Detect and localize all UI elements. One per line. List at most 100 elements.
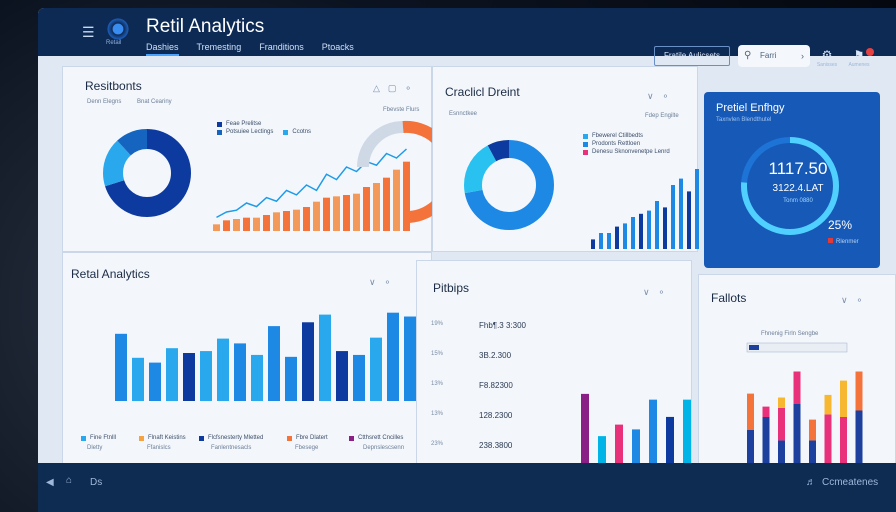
subtitle-b: Bnat Ceariny — [137, 99, 172, 105]
bar — [581, 393, 589, 463]
legend-label: Ccotns — [292, 129, 312, 135]
legend-item: Feae Prelitse — [217, 121, 261, 127]
panel-title: Resitbonts — [85, 79, 142, 93]
legend-sub: Fbesege — [295, 445, 319, 451]
bar — [302, 322, 314, 401]
bar — [607, 233, 611, 249]
top-bar: ☰ Retail Retil Analytics Dashies Tremest… — [38, 8, 896, 68]
row-value: 238.3800 — [479, 441, 513, 450]
nav-tab-ptoacks[interactable]: Ptoacks — [321, 42, 354, 52]
right-label: Fbevste Flurs — [383, 107, 420, 113]
settings-tool[interactable]: ⚙ Sanisses — [812, 48, 842, 68]
stack-segment — [747, 430, 754, 469]
bar — [666, 416, 674, 463]
stack-segment — [840, 380, 847, 417]
panel-title: Fallots — [711, 291, 747, 305]
legend-item: Denesu Sknonvenetpe Lenrd — [583, 149, 670, 155]
kpi-percent-label: Rlenmer — [828, 238, 859, 245]
kpi-value-main: 1117.50 — [768, 159, 828, 178]
row-value: 3B.2.300 — [479, 351, 512, 360]
settings-label: Sanisses — [816, 62, 838, 68]
bar — [639, 213, 643, 249]
app-window: ☰ Retail Retil Analytics Dashies Tremest… — [38, 8, 896, 512]
panel-actions[interactable]: △▢⚬ — [373, 83, 420, 93]
panel-title: Craclicl Dreint — [445, 85, 520, 99]
pitbips-chart — [581, 393, 691, 463]
bar — [370, 337, 382, 401]
stack-segment — [840, 417, 847, 469]
row-percent: 15% — [431, 351, 444, 357]
legend-label: Ctthsrett Cncilles — [358, 435, 404, 441]
legend-item: Fine Ftnlll — [81, 435, 116, 441]
stack-segment — [855, 410, 863, 469]
donut-slice — [103, 129, 191, 217]
main-nav: Dashies Tremesting Franditions Ptoacks — [146, 42, 354, 56]
panel-title: Pitbips — [433, 281, 470, 295]
search-icon: ⚲ — [744, 50, 752, 61]
bar — [293, 209, 300, 231]
bar — [663, 207, 667, 249]
bar — [166, 348, 178, 401]
footer-right-label: Ccmeatenes — [822, 477, 879, 488]
kpi-card[interactable]: Pretiel Enfhgy Taxnvlen Blendthutel 1117… — [704, 92, 880, 268]
bar — [233, 219, 240, 231]
bar — [333, 196, 340, 231]
row-percent: 19% — [431, 321, 444, 327]
bar — [404, 316, 416, 401]
bar — [323, 197, 330, 231]
search-box[interactable]: ⚲ Farri › — [738, 45, 810, 67]
bar — [223, 220, 230, 231]
home-icon[interactable]: ⌂ — [66, 475, 73, 486]
bar — [599, 233, 603, 249]
menu-icon[interactable]: ☰ — [82, 24, 95, 40]
bar — [132, 357, 144, 401]
profile-button[interactable]: Fratile Aulicsets — [654, 46, 730, 66]
kpi-value-sub: 3122.4.LAT — [772, 183, 824, 194]
nav-tab-dashies[interactable]: Dashies — [146, 42, 179, 56]
settings-icon: ⚙ — [821, 48, 833, 62]
gauge-arc — [402, 120, 433, 223]
panel-credit: Craclicl Dreint ∨⚬ Esnnctkee Fdep Engilt… — [432, 66, 699, 252]
logo-caption: Retail — [106, 40, 122, 46]
nav-tab-franditions[interactable]: Franditions — [259, 42, 304, 52]
bar — [695, 169, 699, 249]
legend-label: Flcfsnesterty Mletted — [208, 435, 264, 441]
legend-sub: Ffanislcs — [147, 445, 171, 451]
kpi-title: Pretiel Enfhgy — [716, 102, 785, 114]
bottom-bar: ◀ ⌂ Ds ♬ Ccmeatenes — [38, 463, 896, 512]
alerts-tool[interactable]: ⚑ Aumenes — [844, 48, 874, 68]
app-logo-icon — [106, 17, 130, 41]
back-icon[interactable]: ◀ — [46, 477, 54, 488]
panel-actions[interactable]: ∨⚬ — [369, 277, 400, 287]
gauge-arc-bg — [357, 121, 404, 168]
legend-label: Potsuiee Lectings — [226, 129, 274, 135]
gauge-progress — [741, 137, 839, 235]
legend-label: Fbewerel Ctillbedts — [592, 133, 644, 139]
bar — [343, 195, 350, 231]
kpi-gauge — [741, 137, 839, 235]
panel-actions[interactable]: ∨⚬ — [643, 287, 674, 297]
kpi-percent-text: Rlenmer — [836, 239, 859, 245]
panel-actions[interactable]: ∨⚬ — [841, 295, 872, 305]
stack-segment — [762, 417, 770, 469]
panel-actions[interactable]: ∨⚬ — [647, 91, 678, 101]
legend-item: Potsuiee Lectings Ccotns — [217, 129, 311, 135]
bar — [303, 207, 310, 231]
panel-retail: Retal Analytics ∨⚬ Fine Ftnlll Flnaft Ke… — [62, 252, 432, 474]
bar — [598, 436, 606, 463]
bar — [251, 354, 263, 401]
stack-segment — [855, 371, 863, 411]
fallots-chart — [746, 342, 863, 469]
legend-item: Ctthsrett Cncilles — [349, 435, 403, 441]
legend-label: Fbre Dlatert — [296, 435, 328, 441]
nav-tab-tremesting[interactable]: Tremesting — [196, 42, 242, 52]
bar — [213, 224, 220, 231]
bar — [591, 239, 595, 249]
bar — [283, 211, 290, 231]
stack-segment — [778, 397, 785, 408]
legend-sub: Depnslescsenn — [363, 445, 405, 451]
trend-line — [216, 148, 408, 219]
bar — [387, 312, 399, 401]
volume-icon[interactable]: ♬ — [806, 477, 816, 488]
bar — [363, 187, 370, 231]
